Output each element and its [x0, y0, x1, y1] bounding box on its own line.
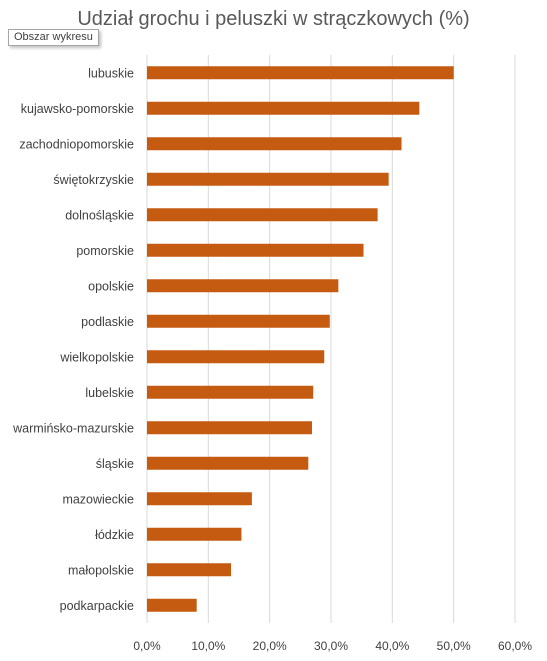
bar: [147, 492, 252, 506]
category-label: łódzkie: [95, 528, 134, 542]
category-label: wielkopolskie: [59, 350, 134, 364]
chart-title: Udział grochu i peluszki w strączkowych …: [77, 8, 470, 30]
bar: [147, 314, 330, 328]
category-label: świętokrzyskie: [53, 173, 134, 187]
x-tick-label: 50,0%: [437, 639, 471, 653]
category-label: kujawsko-pomorskie: [21, 102, 134, 116]
bar: [147, 598, 197, 612]
category-label: lubelskie: [85, 386, 134, 400]
category-label: podkarpackie: [60, 599, 134, 613]
category-label: dolnośląskie: [65, 208, 134, 222]
x-tick-labels: 0,0% 10,0% 20,0% 30,0% 40,0% 50,0% 60,0%: [133, 639, 532, 653]
bar: [147, 101, 420, 115]
chart-area-tooltip: Obszar wykresu: [8, 29, 99, 46]
bar: [147, 172, 389, 186]
bar: [147, 243, 364, 257]
bar: [147, 563, 232, 577]
bar: [147, 350, 325, 364]
category-label: małopolskie: [68, 563, 134, 577]
bar: [147, 456, 309, 470]
bar: [147, 208, 378, 222]
bars: [147, 66, 454, 612]
bar: [147, 66, 454, 80]
x-tick-label: 0,0%: [133, 639, 161, 653]
category-label: opolskie: [88, 279, 134, 293]
bar: [147, 279, 339, 293]
category-labels: lubuskie kujawsko-pomorskie zachodniopomor…: [12, 66, 134, 613]
bar: [147, 421, 312, 435]
category-label: pomorskie: [76, 244, 134, 258]
x-tick-label: 40,0%: [375, 639, 409, 653]
x-tick-label: 20,0%: [253, 639, 287, 653]
bar: [147, 137, 402, 151]
bar: [147, 385, 314, 399]
category-label: zachodniopomorskie: [19, 137, 134, 151]
category-label: śląskie: [96, 457, 134, 471]
category-label: mazowieckie: [62, 492, 134, 506]
bar: [147, 527, 242, 541]
category-label: lubuskie: [88, 66, 134, 80]
category-label: warmińsko-mazurskie: [12, 421, 134, 435]
category-label: podlaskie: [81, 315, 134, 329]
x-tick-label: 30,0%: [314, 639, 348, 653]
x-tick-label: 10,0%: [191, 639, 225, 653]
x-tick-label: 60,0%: [498, 639, 532, 653]
